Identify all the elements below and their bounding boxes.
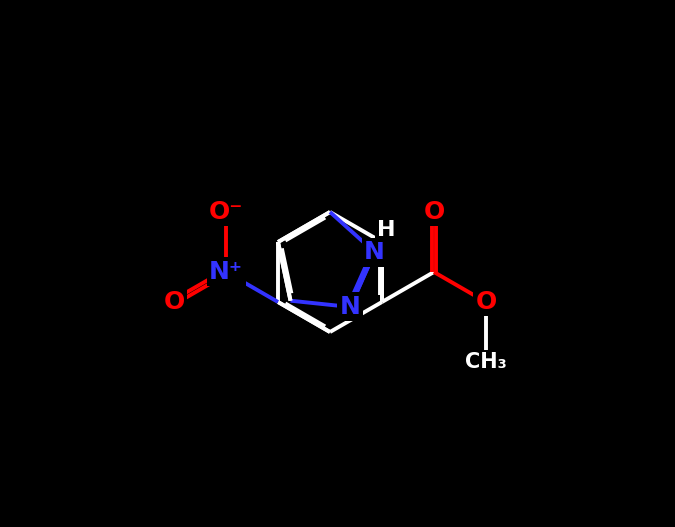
Text: N⁺: N⁺ <box>209 260 243 284</box>
Text: O: O <box>163 290 185 314</box>
Text: CH₃: CH₃ <box>465 352 507 372</box>
Text: O⁻: O⁻ <box>209 200 243 224</box>
Text: N: N <box>340 295 360 319</box>
Text: N: N <box>364 240 385 264</box>
Text: O: O <box>475 290 497 314</box>
Text: O: O <box>423 200 445 224</box>
Text: H: H <box>377 220 396 240</box>
